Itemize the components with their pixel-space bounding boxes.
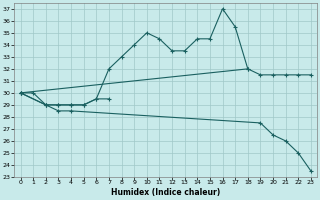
X-axis label: Humidex (Indice chaleur): Humidex (Indice chaleur) — [111, 188, 220, 197]
